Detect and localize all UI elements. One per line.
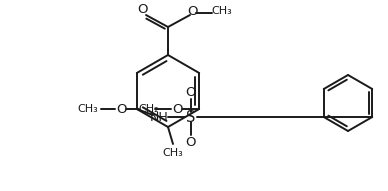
Text: CH₃: CH₃	[163, 148, 184, 158]
Text: CH₂: CH₂	[139, 104, 159, 114]
Text: CH₃: CH₃	[78, 104, 99, 114]
Text: O: O	[172, 103, 182, 116]
Text: S: S	[186, 109, 196, 125]
Text: NH: NH	[149, 111, 168, 124]
Text: O: O	[188, 5, 198, 18]
Text: O: O	[185, 86, 196, 99]
Text: O: O	[137, 2, 147, 15]
Text: O: O	[116, 103, 126, 116]
Text: O: O	[185, 135, 196, 148]
Text: CH₃: CH₃	[211, 6, 232, 16]
